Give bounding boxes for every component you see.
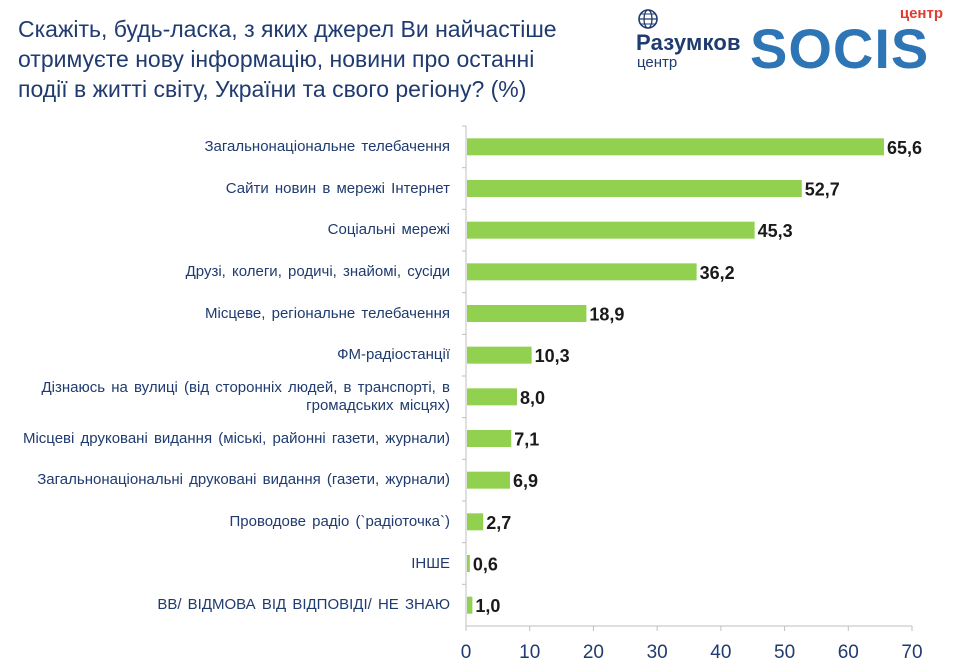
category-label: Соціальні мережі [327, 221, 450, 239]
category-label: ФМ-радіостанції [337, 346, 450, 364]
bar [467, 180, 802, 197]
category-label: Місцеві друковані видання (міські, район… [22, 429, 450, 447]
bar-value-label: 6,9 [513, 471, 538, 491]
bar [467, 430, 512, 447]
category-label: Друзі, колеги, родичі, знайомі, сусіди [185, 262, 450, 280]
bar-value-label: 18,9 [589, 305, 624, 325]
bar [467, 555, 470, 572]
x-tick-label: 70 [901, 642, 922, 663]
x-tick-label: 10 [519, 642, 540, 663]
bar-value-label: 8,0 [520, 388, 545, 408]
bar [467, 305, 587, 322]
category-label: Проводове радіо (`радіоточка`) [229, 512, 451, 530]
bar [467, 138, 884, 156]
category-label: ІНШЕ [411, 554, 450, 572]
bar [467, 263, 697, 281]
category-label: ВВ/ ВІДМОВА ВІД ВІДПОВІДІ/ НЕ ЗНАЮ [157, 596, 450, 614]
bar-value-label: 10,3 [535, 346, 570, 366]
bar [467, 513, 484, 531]
bar-value-label: 2,7 [486, 513, 511, 533]
razumkov-logo-subtext: центр [637, 54, 678, 71]
chart-title: Скажіть, будь-ласка, з яких джерел Ви на… [18, 16, 557, 102]
bar-value-label: 65,6 [887, 138, 922, 158]
x-tick-label: 30 [647, 642, 668, 663]
bar [467, 346, 532, 364]
bar-value-label: 52,7 [805, 180, 840, 200]
category-label: Дізнаюсь на вулиці (від сторонніх людей,… [41, 378, 450, 414]
socis-logo-text: SOCIS [750, 17, 929, 74]
bar-value-label: 7,1 [514, 430, 539, 450]
category-label: Місцеве, регіональне телебачення [205, 304, 450, 322]
bar [467, 388, 517, 406]
x-tick-label: 40 [710, 642, 731, 663]
bar-value-label: 36,2 [700, 263, 735, 283]
socis-logo: центр SOCIS [750, 5, 943, 74]
bar [467, 471, 510, 489]
globe-icon [638, 9, 658, 29]
category-label: Сайти новин в мережі Інтернет [225, 179, 450, 197]
bar [467, 596, 473, 614]
x-tick-label: 60 [838, 642, 859, 663]
category-label: Загальнонаціональне телебачення [204, 137, 450, 155]
bar-value-label: 1,0 [475, 596, 500, 616]
category-label: Загальнонаціональні друковані видання (г… [37, 471, 450, 489]
x-tick-label: 50 [774, 642, 795, 663]
bar-value-label: 0,6 [473, 555, 498, 575]
razumkov-logo-text: Разумков [636, 30, 741, 55]
socis-logo-subtext: центр [900, 5, 943, 22]
bar-value-label: 45,3 [758, 221, 793, 241]
x-tick-label: 20 [583, 642, 604, 663]
bar [467, 221, 755, 239]
x-tick-label: 0 [461, 642, 472, 663]
